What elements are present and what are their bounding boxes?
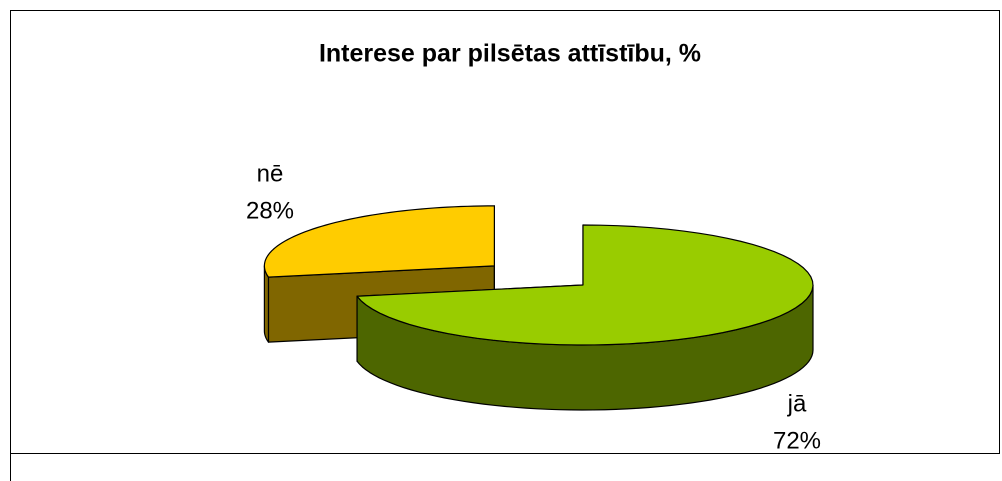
- slice-value-label: 28%: [246, 197, 294, 224]
- slice-label: nē: [257, 160, 284, 187]
- slice-label: jā: [787, 390, 807, 417]
- slice-value-label: 72%: [773, 427, 821, 454]
- chart-title: Interese par pilsētas attīstību, %: [319, 40, 701, 68]
- slice-top: [356, 224, 814, 346]
- slice-top: [263, 205, 495, 278]
- slice-side: [263, 265, 270, 343]
